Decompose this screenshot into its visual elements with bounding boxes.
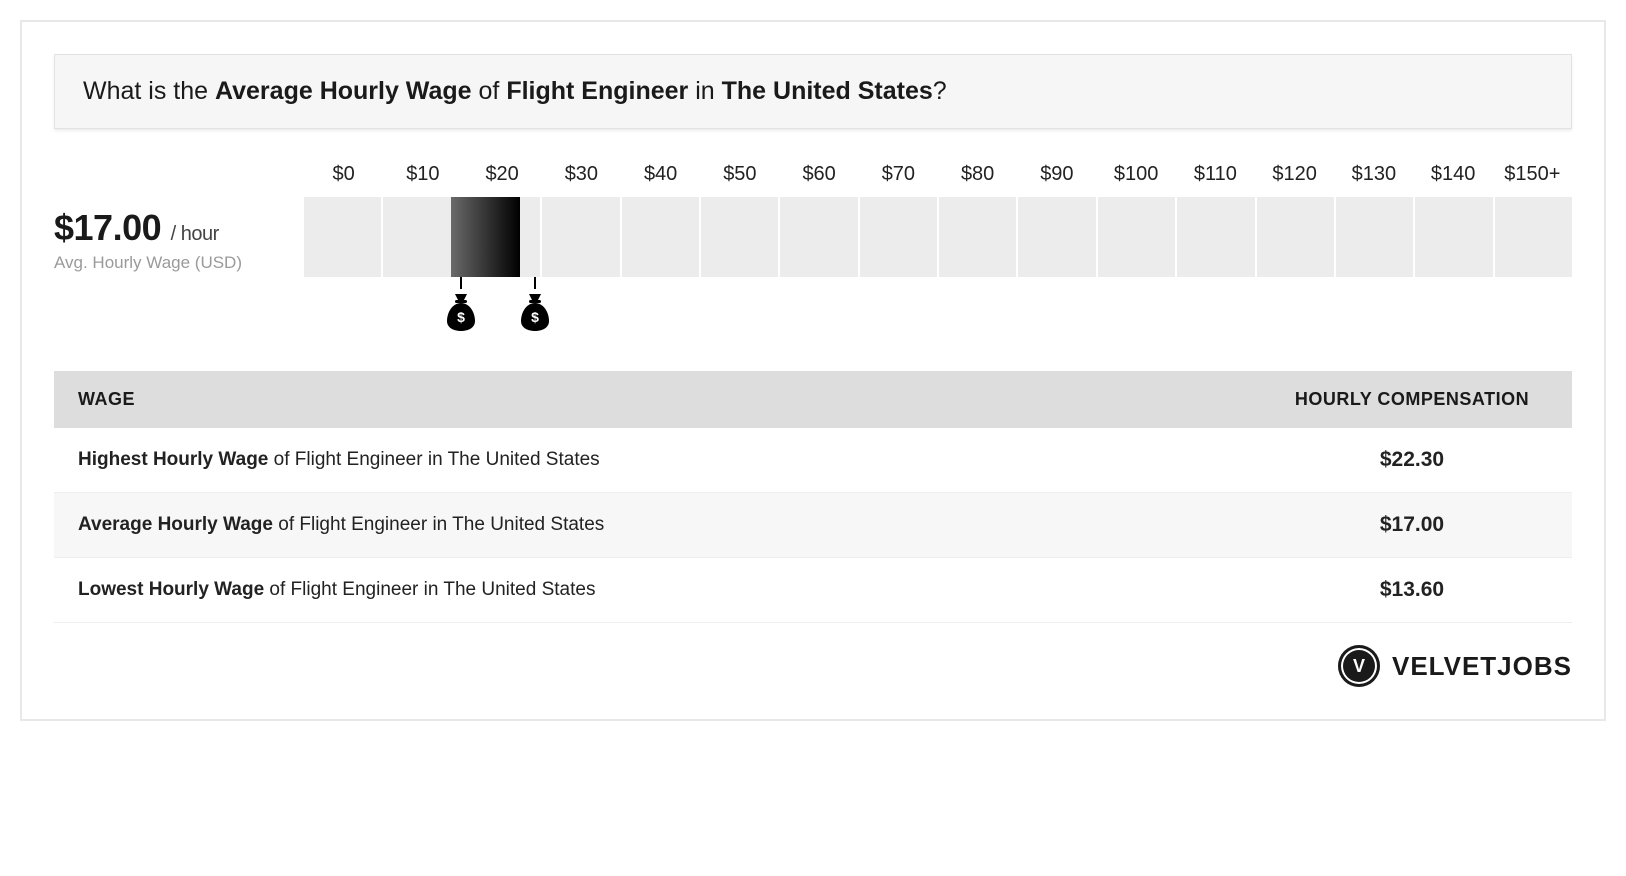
axis-tick: $120	[1255, 163, 1334, 197]
summary-block: $17.00 / hour Avg. Hourly Wage (USD)	[54, 163, 304, 273]
brand-row: V VELVETJOBS	[54, 645, 1572, 687]
brand-badge-letter: V	[1353, 656, 1365, 677]
average-wage-value: $17.00 / hour	[54, 207, 304, 249]
wage-sublabel: Avg. Hourly Wage (USD)	[54, 253, 304, 273]
wage-description: Lowest Hourly Wage of Flight Engineer in…	[54, 558, 1252, 623]
axis-tick: $60	[780, 163, 859, 197]
title-bold-3: The United States	[722, 77, 933, 105]
money-bag-icon: $	[443, 277, 479, 331]
track-cell	[1098, 197, 1175, 277]
wage-amount: $17.00	[54, 207, 161, 248]
axis-tick: $110	[1176, 163, 1255, 197]
range-markers: $$	[304, 277, 1572, 347]
svg-text:$: $	[531, 309, 539, 325]
track-cell	[1415, 197, 1492, 277]
track-cell	[1336, 197, 1413, 277]
track-cell	[1018, 197, 1095, 277]
axis-tick: $130	[1334, 163, 1413, 197]
track-cell	[701, 197, 778, 277]
track-cell	[780, 197, 857, 277]
track-cell	[939, 197, 1016, 277]
money-bag-icon: $	[517, 277, 553, 331]
axis-tick-labels: $0$10$20$30$40$50$60$70$80$90$100$110$12…	[304, 163, 1572, 197]
axis-tick: $140	[1414, 163, 1493, 197]
wage-value: $17.00	[1252, 493, 1572, 558]
track-cell	[860, 197, 937, 277]
chart-area: $17.00 / hour Avg. Hourly Wage (USD) $0$…	[54, 163, 1572, 347]
axis-tick: $100	[1097, 163, 1176, 197]
axis-tick: $150+	[1493, 163, 1572, 197]
axis-tick: $10	[383, 163, 462, 197]
wage-value: $22.30	[1252, 428, 1572, 493]
table-header-compensation: HOURLY COMPENSATION	[1252, 371, 1572, 428]
track-cell	[1495, 197, 1572, 277]
wage-unit: / hour	[171, 223, 219, 245]
title-bold-1: Average Hourly Wage	[215, 77, 472, 105]
table-row: Average Hourly Wage of Flight Engineer i…	[54, 493, 1572, 558]
brand-badge-icon: V	[1338, 645, 1380, 687]
title-bold-2: Flight Engineer	[506, 77, 688, 105]
axis-tick: $50	[700, 163, 779, 197]
table-row: Lowest Hourly Wage of Flight Engineer in…	[54, 558, 1572, 623]
range-fill	[451, 197, 520, 277]
axis-tick: $80	[938, 163, 1017, 197]
axis-tick: $70	[859, 163, 938, 197]
title-bar: What is the Average Hourly Wage of Fligh…	[54, 54, 1572, 129]
axis-tick: $0	[304, 163, 383, 197]
track-cell	[304, 197, 381, 277]
axis-tick: $40	[621, 163, 700, 197]
bar-track	[304, 197, 1572, 277]
axis-tick: $20	[463, 163, 542, 197]
wage-table: WAGE HOURLY COMPENSATION Highest Hourly …	[54, 371, 1572, 623]
wage-description: Average Hourly Wage of Flight Engineer i…	[54, 493, 1252, 558]
track-cell	[1257, 197, 1334, 277]
infographic-card: What is the Average Hourly Wage of Fligh…	[20, 20, 1606, 721]
brand-name: VELVETJOBS	[1392, 651, 1572, 682]
range-chart: $0$10$20$30$40$50$60$70$80$90$100$110$12…	[304, 163, 1572, 347]
svg-text:$: $	[457, 309, 465, 325]
wage-value: $13.60	[1252, 558, 1572, 623]
track-cell	[542, 197, 619, 277]
axis-tick: $90	[1017, 163, 1096, 197]
track-cell	[1177, 197, 1254, 277]
table-row: Highest Hourly Wage of Flight Engineer i…	[54, 428, 1572, 493]
title-mid-1: of	[472, 77, 507, 105]
axis-tick: $30	[542, 163, 621, 197]
track-cell	[622, 197, 699, 277]
title-mid-2: in	[688, 77, 721, 105]
wage-description: Highest Hourly Wage of Flight Engineer i…	[54, 428, 1252, 493]
title-prefix: What is the	[83, 77, 215, 105]
table-header-wage: WAGE	[54, 371, 1252, 428]
track-cell	[383, 197, 460, 277]
title-suffix: ?	[933, 77, 947, 105]
